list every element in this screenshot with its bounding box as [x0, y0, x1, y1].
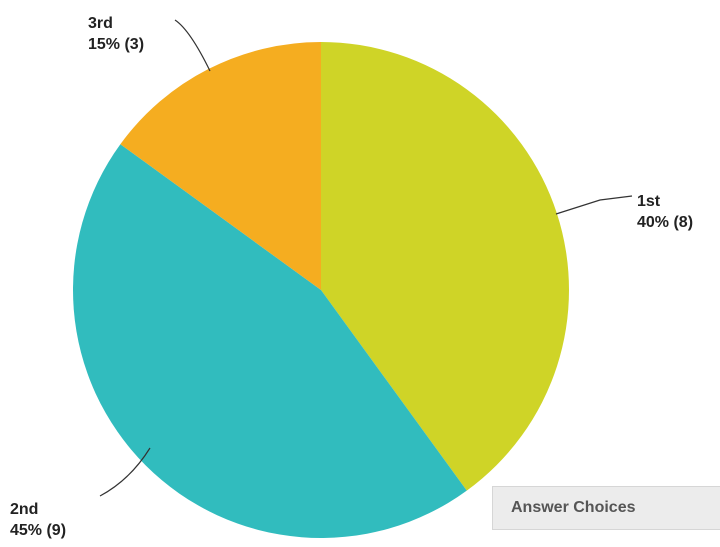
leader-line-1st — [555, 195, 633, 215]
pie-slice-2nd[interactable] — [73, 144, 467, 539]
pie-slice-3rd[interactable] — [120, 42, 321, 290]
slice-name-label-3rd: 3rd — [88, 15, 113, 32]
leader-line-3rd — [174, 19, 211, 72]
slice-value-label-1st: 40% (8) — [637, 214, 693, 231]
leader-line-2nd — [99, 447, 151, 497]
slice-value-label-2nd: 45% (9) — [10, 522, 66, 539]
slice-name-label-2nd: 2nd — [10, 501, 38, 518]
slice-name-label-1st: 1st — [637, 193, 661, 210]
slice-value-label-3rd: 15% (3) — [88, 36, 144, 53]
answer-choices-header: Answer Choices — [492, 486, 720, 530]
pie-slice-1st[interactable] — [321, 42, 569, 491]
